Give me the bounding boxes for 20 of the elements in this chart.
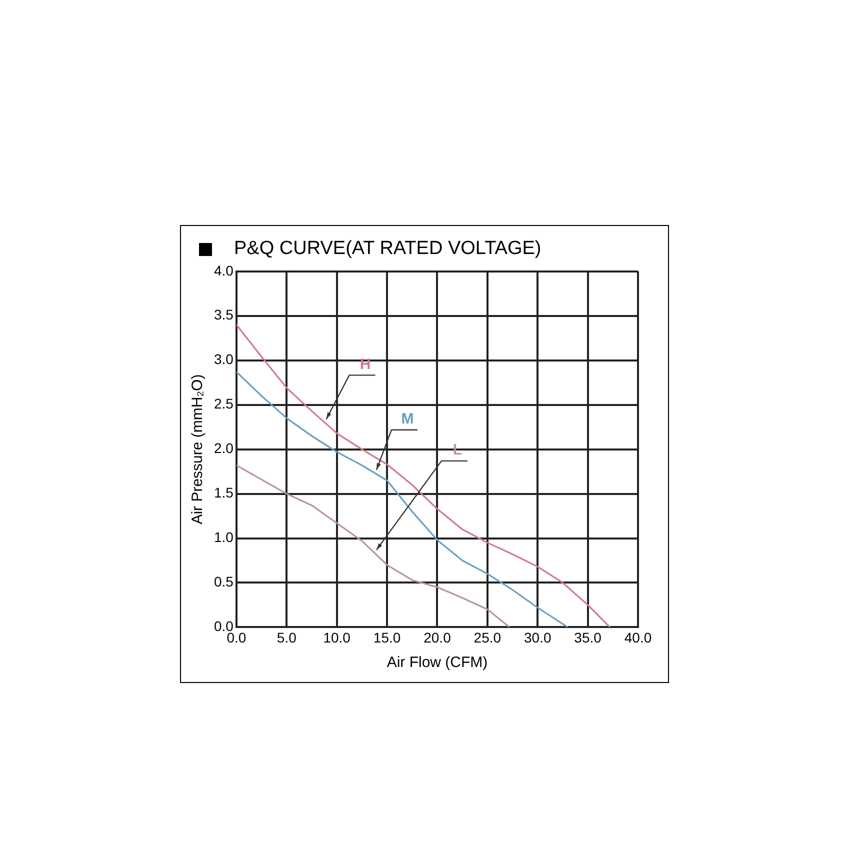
- x-tick-label: 35.0: [574, 629, 602, 646]
- y-axis-title: Air Pressure (mmH₂O): [189, 374, 206, 524]
- y-tick-label: 2.5: [214, 396, 234, 412]
- y-tick-label: 1.5: [214, 484, 234, 501]
- x-axis-title: Air Flow (CFM): [386, 654, 488, 672]
- x-tick-label: 20.0: [424, 629, 452, 646]
- text: M: [401, 410, 414, 428]
- y-tick-label: 3.5: [214, 306, 234, 323]
- x-tick-label: 15.0: [373, 629, 401, 646]
- y-tick-label: 3.0: [214, 351, 234, 368]
- x-tick-label: 40.0: [624, 629, 652, 646]
- x-tick-label: 10.0: [323, 629, 351, 646]
- y-tick-label: 0.5: [214, 574, 234, 590]
- x-tick-label: 25.0: [474, 629, 502, 646]
- chart-title: P&Q CURVE(AT RATED VOLTAGE): [234, 238, 542, 260]
- x-tick-label: 30.0: [524, 629, 552, 646]
- x-tick-label: 5.0: [276, 629, 297, 646]
- y-tick-label: 1.0: [214, 529, 234, 546]
- y-tick-label: 2.0: [214, 440, 234, 456]
- y-tick-label: 4.0: [214, 262, 234, 278]
